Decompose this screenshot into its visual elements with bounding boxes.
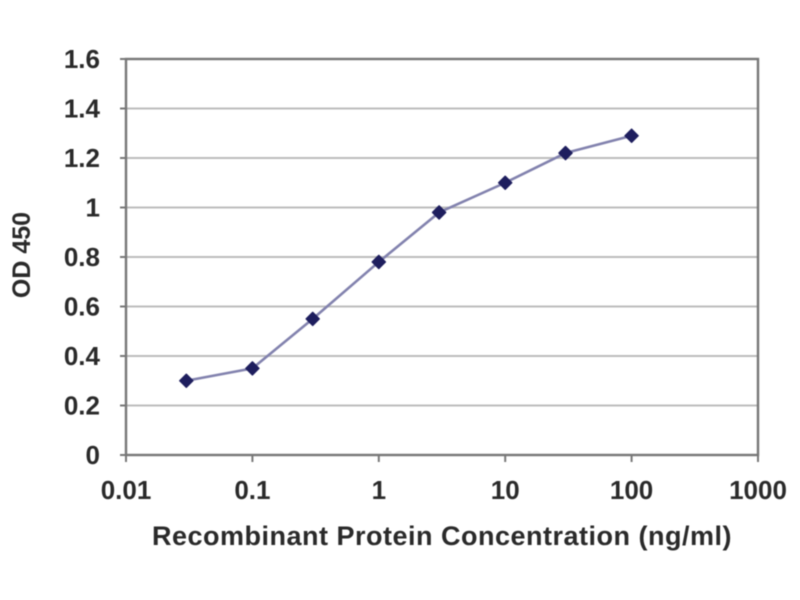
data-point-marker	[497, 175, 513, 190]
data-point-marker	[305, 311, 320, 327]
data-point-marker	[371, 254, 387, 270]
y-tick-label: 0	[86, 440, 100, 470]
data-point-marker	[624, 128, 639, 143]
y-tick-label: 0.4	[64, 341, 101, 371]
y-tick-label: 1.2	[64, 143, 100, 173]
y-tick-label: 1	[86, 193, 100, 223]
series-line	[186, 134, 632, 383]
y-axis-title: OD 450	[8, 211, 36, 299]
x-tick-label: 1000	[729, 475, 787, 505]
y-tick-label: 0.2	[64, 391, 100, 421]
data-point-marker	[558, 145, 573, 161]
y-tick-label: 0.8	[64, 242, 100, 272]
x-tick-label: 100	[610, 475, 653, 505]
y-tick-label: 0.6	[64, 292, 100, 322]
x-tick-label: 10	[491, 475, 520, 505]
data-point-marker	[179, 373, 194, 388]
x-tick-label: 0.1	[234, 475, 270, 505]
data-point-marker	[245, 361, 260, 376]
x-tick-label: 1	[372, 475, 386, 505]
x-tick-label: 0.01	[101, 475, 152, 505]
plot-frame	[124, 57, 760, 457]
x-axis-title: Recombinant Protein Concentration (ng/ml…	[151, 521, 732, 551]
y-tick-label: 1.6	[64, 44, 100, 74]
y-tick-label: 1.4	[64, 94, 101, 124]
data-point-marker	[431, 205, 447, 220]
